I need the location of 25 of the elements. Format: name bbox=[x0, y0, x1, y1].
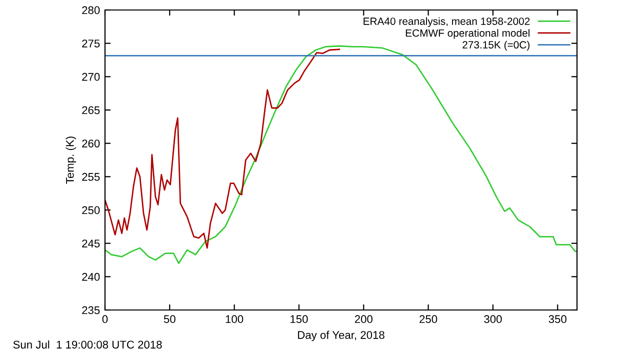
y-tick-label: 235 bbox=[82, 306, 100, 314]
y-tick-label: 240 bbox=[82, 272, 100, 281]
x-axis-title: Day of Year, 2018 bbox=[298, 330, 384, 342]
x-tick-label: 300 bbox=[484, 315, 502, 324]
x-tick-label: 50 bbox=[164, 315, 176, 324]
y-tick-label: 265 bbox=[82, 106, 100, 114]
legend-label: ERA40 reanalysis, mean 1958-2002 bbox=[364, 17, 530, 27]
y-tick-label: 275 bbox=[82, 40, 100, 48]
line-series bbox=[105, 48, 340, 249]
legend-label: ECMWF operational model bbox=[406, 29, 530, 39]
x-tick-label: 250 bbox=[420, 315, 438, 324]
y-tick-label: 250 bbox=[82, 206, 100, 214]
x-tick-label: 200 bbox=[354, 315, 372, 324]
y-tick-label: 280 bbox=[82, 6, 100, 14]
legend-label: 273.15K (=0C) bbox=[462, 40, 530, 51]
y-axis-title: Temp. (K) bbox=[66, 136, 76, 184]
y-tick-label: 260 bbox=[82, 140, 100, 148]
text: Sun Jul 1 19:00:08 UTC 2018 bbox=[13, 340, 162, 349]
y-tick-label: 270 bbox=[82, 72, 100, 81]
x-tick-label: 150 bbox=[290, 315, 308, 324]
x-tick-label: 100 bbox=[226, 315, 244, 324]
x-tick-label: 0 bbox=[102, 315, 108, 324]
y-tick-label: 255 bbox=[82, 172, 100, 181]
x-tick-label: 350 bbox=[548, 315, 566, 324]
y-tick-label: 245 bbox=[82, 240, 100, 248]
